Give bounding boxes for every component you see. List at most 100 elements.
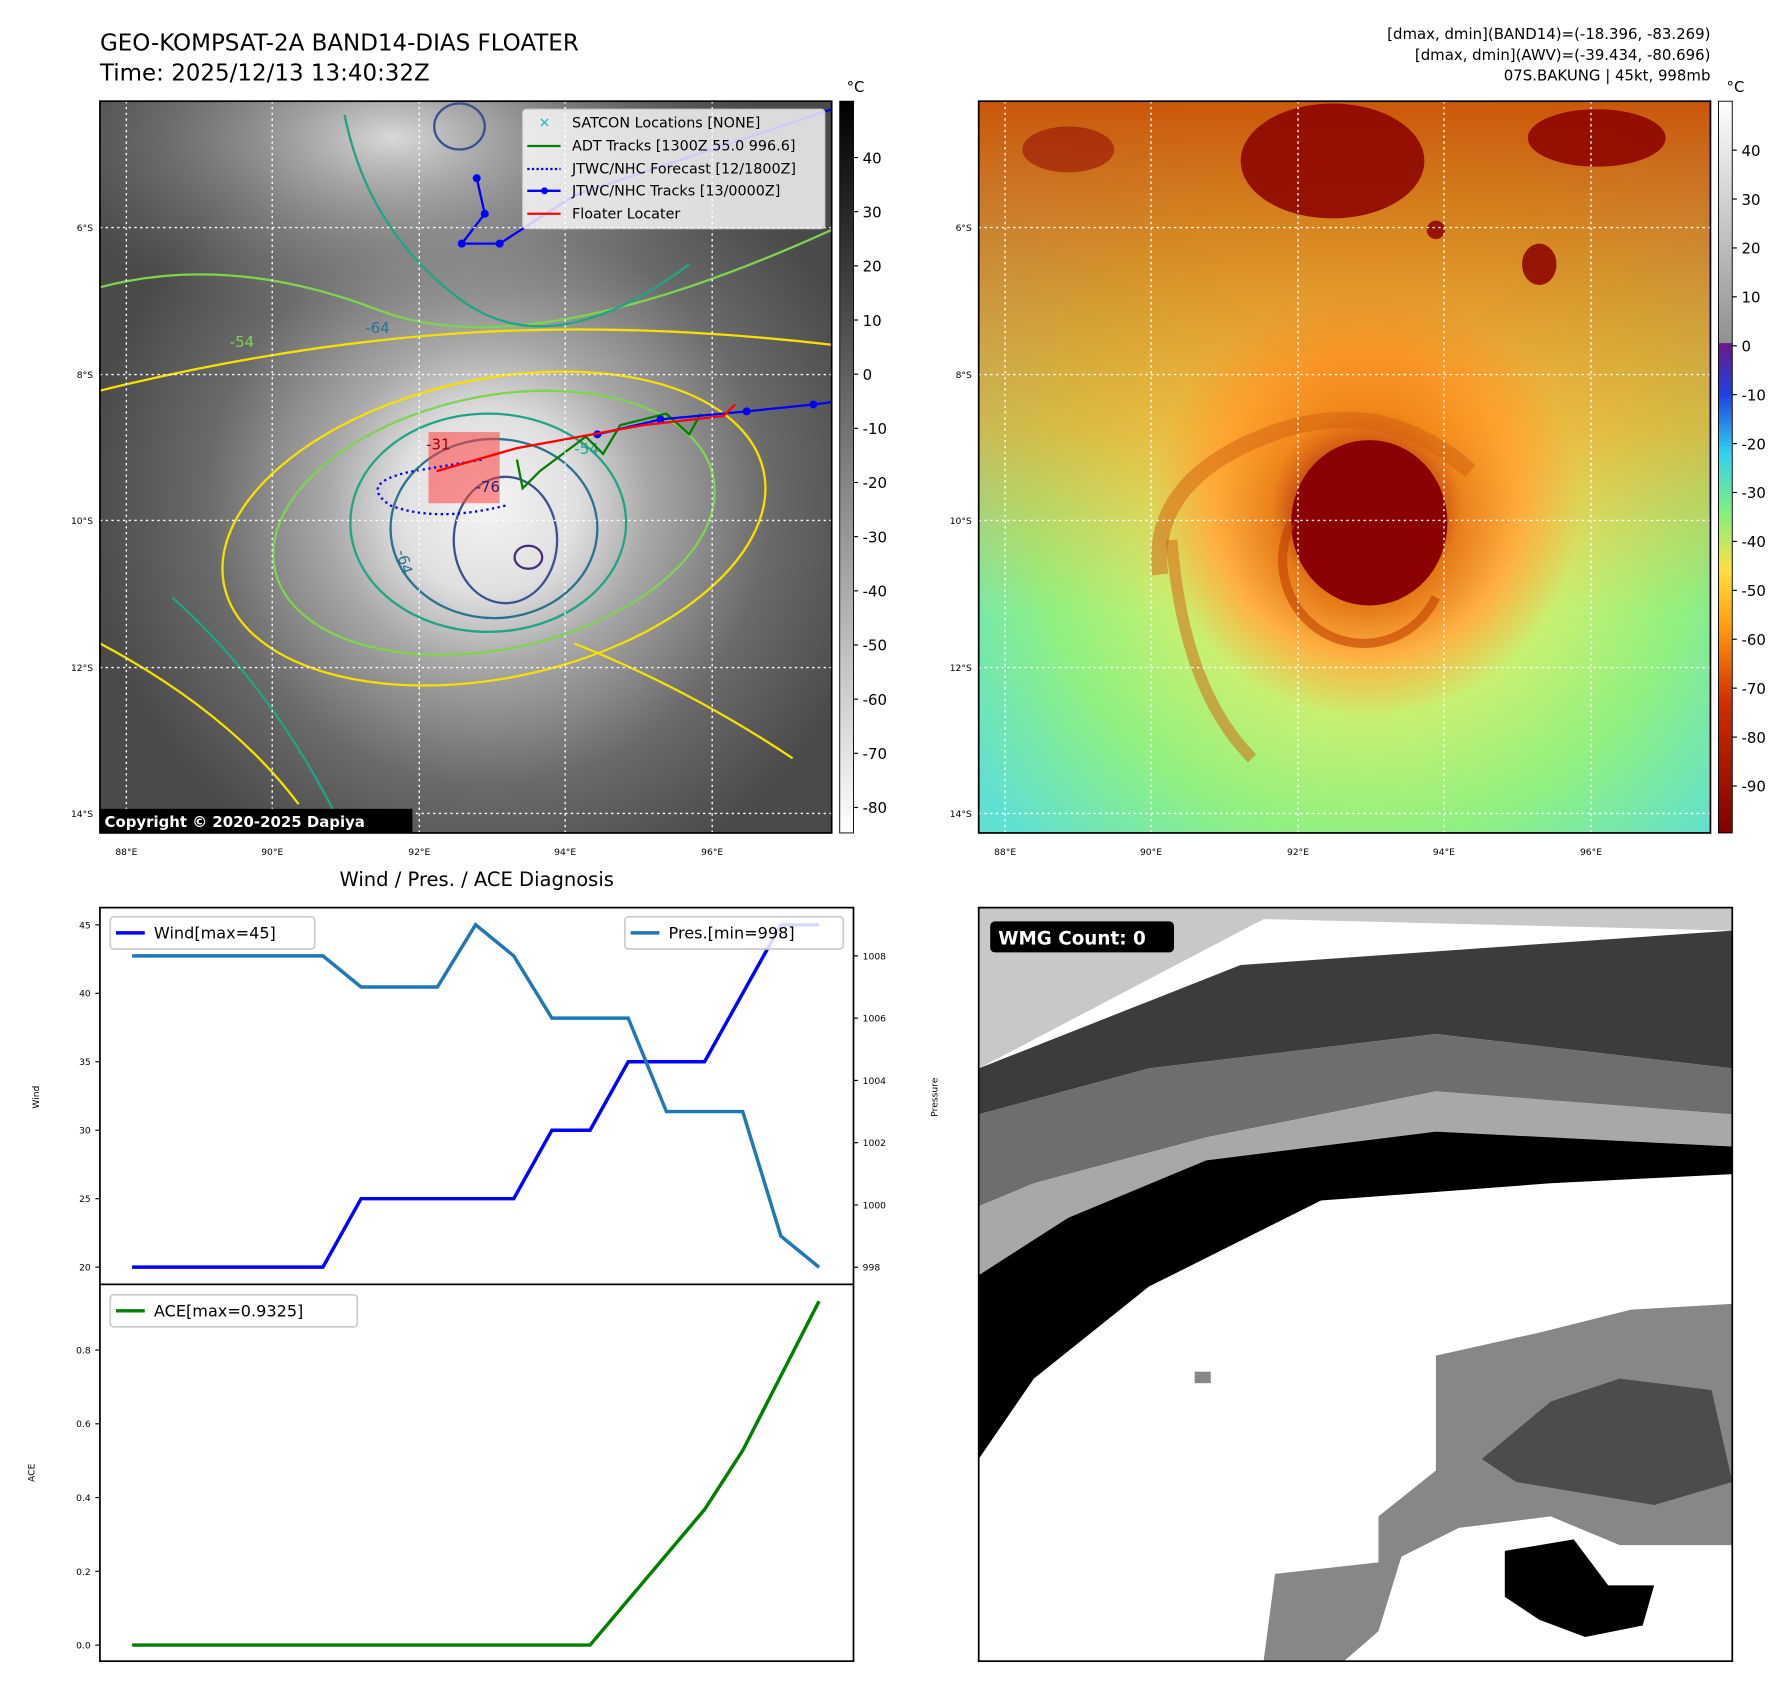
lat-tick-label: 6°S [77,223,93,234]
temperature-contours [99,102,832,833]
colorbar-tick-label: -50 [1741,582,1765,600]
colorbar-tick-label: 40 [863,149,882,167]
lon-tick-label: 90°E [1140,847,1162,858]
lat-tick-label: 14°S [71,809,93,820]
wind-tick-label: 35 [79,1057,91,1068]
pressure-tick-label: 998 [863,1263,881,1274]
pressure-legend-label: Pres.[min=998] [669,924,795,943]
pressure-axis-label: Pressure [929,1077,940,1117]
wmg-light-band [978,1091,1733,1276]
pressure-tick-label: 1004 [863,1076,887,1087]
wind-pressure-axes [99,906,855,1286]
ace-legend-label: ACE[max=0.9325] [154,1302,303,1321]
contour-label: -31 [426,435,450,453]
ace-axes [99,1283,855,1663]
colorbar-tick-label: 20 [1741,240,1760,258]
awv-map-panel: °C 403020100-10-20-30-40-50-60-70-80-90 … [950,78,1766,858]
lon-tick-label: 94°E [554,847,576,858]
lon-tick-label: 96°E [1580,847,1602,858]
lat-tick-label: 12°S [950,663,972,674]
wmg-dark-block [1481,1378,1733,1505]
lon-tick-label: 94°E [1433,847,1455,858]
copyright: Copyright © 2020-2025 Dapiya [105,813,365,831]
colorbar-tick-label: -10 [1741,386,1765,404]
colorbar-tick-label: -20 [1741,435,1765,453]
legend-tracks: JTWC/NHC Tracks [13/0000Z] [571,183,780,199]
legend-forecast: JTWC/NHC Forecast [12/1800Z] [571,162,796,178]
colorbar-tick-label: 0 [1741,338,1751,356]
wmg-black-block [1504,1539,1655,1638]
colorbar-tick-label: -90 [1741,778,1765,796]
storm-info: 07S.BAKUNG | 45kt, 998mb [1504,67,1711,85]
wind-legend-label: Wind[max=45] [154,924,276,943]
wmg-count-box [990,921,1174,953]
info-band14: [dmax, dmin](BAND14)=(-18.396, -83.269) [1387,25,1710,43]
floater-locater-line [436,403,736,473]
lon-tick-label: 88°E [994,847,1016,858]
wind-tick-label: 25 [79,1194,91,1205]
contour-label: -64 [365,319,389,337]
jtwc-forecast-track [376,458,506,516]
awv-colorbar-unit: °C [1727,78,1745,96]
lat-tick-label: 6°S [956,223,972,234]
wmg-black-band [978,1131,1733,1459]
ir-colorbar [839,100,854,834]
colorbar-tick-label: -30 [1741,484,1765,502]
pressure-tick-label: 1008 [863,951,887,962]
pressure-tick-label: 1006 [863,1014,887,1025]
colorbar-tick-label: -50 [863,637,887,655]
colorbar-tick-label: -60 [863,691,887,709]
lon-tick-label: 96°E [701,847,723,858]
map-legend: ✕ SATCON Locations [NONE] ADT Tracks [13… [522,108,826,230]
lon-tick-label: 92°E [408,847,430,858]
awv-colorbar [1718,100,1733,834]
contour-label: -54 [230,333,254,351]
legend-adt: ADT Tracks [1300Z 55.0 996.6] [572,139,795,155]
wmg-mid-band [978,1033,1733,1207]
figure-time: Time: 2025/12/13 13:40:32Z [99,61,430,87]
lat-tick-label: 12°S [71,663,93,674]
colorbar-tick-label: -40 [1741,533,1765,551]
map-gridlines [978,101,1711,833]
wmg-count: WMG Count: 0 [998,928,1145,949]
pressure-legend [624,915,845,950]
colorbar-tick-label: 10 [1741,289,1760,307]
ace-tick-label: 0.8 [76,1345,91,1356]
colorbar-tick-label: 40 [1741,142,1760,160]
colorbar-tick-label: -80 [1741,729,1765,747]
ir-map-panel: -54 -64 -64 -54 -31 -76 ✕ [71,78,887,858]
satcon-marker-icon: ✕ [539,116,551,132]
wind-tick-label: 40 [79,989,91,1000]
colorbar-tick-label: 30 [863,203,882,221]
colorbar-tick-label: -30 [863,528,887,546]
ace-tick-label: 0.6 [76,1419,91,1430]
wind-tick-label: 30 [79,1126,91,1137]
ir-colorbar-unit: °C [847,78,865,96]
pressure-tick-label: 1000 [863,1200,887,1211]
wind-tick-label: 45 [79,920,91,931]
lon-tick-label: 92°E [1287,847,1309,858]
ace-legend [109,1293,359,1328]
legend-satcon: SATCON Locations [NONE] [572,116,760,132]
ace-tick-label: 0.2 [76,1567,91,1578]
lat-tick-label: 14°S [950,809,972,820]
lat-tick-label: 10°S [950,516,972,527]
adt-track [515,412,702,491]
contour-label: -76 [476,478,500,496]
lat-tick-label: 8°S [77,370,93,381]
pressure-tick-label: 1002 [863,1138,886,1149]
wind-legend [109,915,316,950]
colorbar-tick-label: 20 [863,258,882,276]
wind-axis-label: Wind [31,1086,42,1109]
colorbar-tick-label: 0 [863,366,873,384]
colorbar-tick-label: -70 [863,745,887,763]
storm-core [1291,440,1448,606]
lon-tick-label: 90°E [261,847,283,858]
colorbar-tick-label: -20 [863,474,887,492]
colorbar-tick-label: -10 [863,420,887,438]
ace-tick-label: 0.0 [76,1641,91,1652]
colorbar-tick-label: -40 [863,583,887,601]
ace-tick-label: 0.4 [76,1493,91,1504]
chart-title: Wind / Pres. / ACE Diagnosis [339,868,613,891]
